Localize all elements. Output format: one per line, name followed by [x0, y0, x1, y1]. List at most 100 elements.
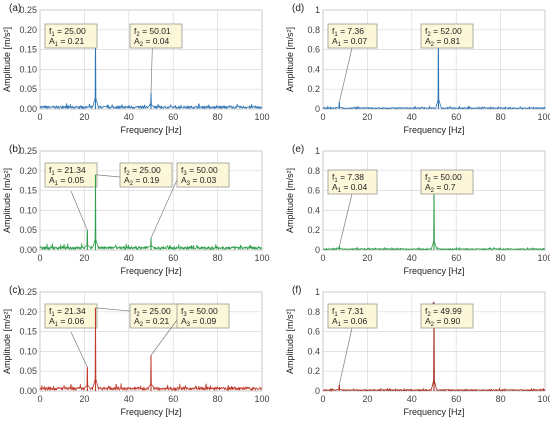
- amplitude-symbol: A: [332, 36, 338, 46]
- panel-label: (a): [9, 3, 21, 14]
- amplitude-value: = 0.21: [58, 36, 85, 46]
- y-tick-label: 0.25: [19, 146, 37, 156]
- x-axis-label: Frequency [Hz]: [120, 266, 181, 276]
- frequency-value: = 21.34: [55, 306, 86, 316]
- amplitude-value: = 0.7: [434, 182, 456, 192]
- amplitude-symbol: A: [49, 175, 55, 185]
- frequency-symbol: f: [332, 306, 335, 316]
- frequency-symbol: f: [425, 26, 428, 36]
- amplitude-value: = 0.06: [341, 316, 368, 326]
- frequency-value: = 7.36: [338, 26, 365, 36]
- y-tick-label: 0.00: [19, 104, 37, 114]
- amplitude-symbol: A: [124, 175, 130, 185]
- amplitude-subscript: 2: [140, 322, 144, 328]
- amplitude-value: = 0.09: [190, 316, 217, 326]
- peak-frequency-label: f2 = 52.00: [425, 26, 462, 38]
- peak-amplitude-label: A2 = 0.04: [134, 36, 170, 48]
- peak-amplitude-label: A1 = 0.05: [49, 175, 85, 187]
- amplitude-subscript: 2: [431, 322, 435, 328]
- y-tick-label: 0.10: [19, 205, 37, 215]
- x-tick-label: 60: [168, 253, 178, 263]
- frequency-value: = 7.38: [338, 172, 365, 182]
- callout-box: [420, 23, 474, 49]
- amplitude-subscript: 2: [431, 42, 435, 48]
- frequency-subscript: 2: [136, 32, 140, 38]
- y-tick-label: 0.15: [19, 327, 37, 337]
- y-tick-label: 0.8: [307, 25, 320, 35]
- x-tick-label: 100: [254, 394, 269, 404]
- y-tick-label: 0.8: [307, 307, 320, 317]
- amplitude-value: = 0.90: [434, 316, 461, 326]
- y-tick-label: 0.20: [19, 25, 37, 35]
- x-tick-label: 20: [79, 112, 89, 122]
- amplitude-subscript: 1: [55, 42, 59, 48]
- peak-frequency-label: f1 = 7.31: [332, 306, 364, 318]
- amplitude-value: = 0.03: [190, 175, 217, 185]
- amplitude-subscript: 1: [55, 181, 59, 187]
- amplitude-symbol: A: [332, 182, 338, 192]
- y-tick-label: 0.00: [19, 386, 37, 396]
- frequency-value: = 21.34: [55, 165, 86, 175]
- amplitude-symbol: A: [425, 182, 431, 192]
- chart-panel: 0 20 40 60 80 100 0 0.2 0.4 0.6 0.8 1 Frequency [Hz]…: [285, 144, 550, 276]
- x-tick-label: 80: [496, 112, 506, 122]
- amplitude-symbol: A: [181, 175, 187, 185]
- frequency-symbol: f: [332, 26, 335, 36]
- callout-box: [327, 303, 378, 329]
- frequency-symbol: f: [49, 26, 52, 36]
- amplitude-symbol: A: [49, 36, 55, 46]
- x-tick-label: 80: [213, 253, 223, 263]
- x-tick-label: 40: [407, 253, 417, 263]
- peak-amplitude-label: A1 = 0.21: [49, 36, 85, 48]
- y-tick-label: 0.15: [19, 45, 37, 55]
- peak-amplitude-label: A2 = 0.90: [425, 316, 461, 328]
- amplitude-symbol: A: [425, 36, 431, 46]
- y-tick-label: 0.2: [307, 225, 320, 235]
- chart-panel: 0 20 40 60 80 100 0.00 0.05 0.10 0.15 0.20 0.25 Freq…: [2, 144, 270, 276]
- y-tick-label: 0.4: [307, 346, 320, 356]
- x-tick-label: 40: [407, 112, 417, 122]
- amplitude-subscript: 1: [338, 42, 342, 48]
- x-tick-label: 0: [320, 253, 325, 263]
- amplitude-value: = 0.81: [434, 36, 461, 46]
- amplitude-subscript: 2: [130, 181, 134, 187]
- y-tick-label: 0.4: [307, 205, 320, 215]
- frequency-subscript: 1: [334, 32, 338, 38]
- peak-frequency-label: f2 = 49.99: [425, 306, 462, 318]
- amplitude-value: = 0.07: [341, 36, 368, 46]
- y-axis-label: Amplitude [m/s²]: [2, 309, 12, 374]
- peak-frequency-label: f3 = 50.00: [181, 165, 218, 177]
- x-tick-label: 20: [79, 394, 89, 404]
- y-tick-label: 1: [315, 146, 320, 156]
- chart-panel: 0 20 40 60 80 100 0 0.2 0.4 0.6 0.8 1 Frequency [Hz]…: [285, 3, 550, 135]
- frequency-symbol: f: [425, 306, 428, 316]
- y-tick-label: 0: [315, 386, 320, 396]
- frequency-subscript: 1: [51, 312, 55, 318]
- amplitude-subscript: 2: [140, 42, 144, 48]
- amplitude-subscript: 1: [338, 322, 342, 328]
- frequency-subscript: 1: [334, 312, 338, 318]
- x-tick-label: 80: [213, 394, 223, 404]
- amplitude-subscript: 3: [187, 181, 191, 187]
- x-tick-label: 0: [37, 253, 42, 263]
- peak-amplitude-label: A2 = 0.7: [425, 182, 456, 194]
- callout-box: [420, 169, 474, 195]
- frequency-value: = 25.00: [130, 165, 161, 175]
- frequency-subscript: 1: [51, 171, 55, 177]
- y-tick-label: 0.8: [307, 166, 320, 176]
- peak-amplitude-label: A1 = 0.06: [49, 316, 85, 328]
- x-tick-label: 100: [537, 394, 550, 404]
- y-axis-label: Amplitude [m/s²]: [285, 27, 295, 92]
- x-tick-label: 60: [451, 253, 461, 263]
- x-tick-label: 20: [79, 253, 89, 263]
- peak-amplitude-label: A3 = 0.03: [181, 175, 217, 187]
- callout-leader: [70, 190, 88, 231]
- amplitude-symbol: A: [134, 36, 140, 46]
- frequency-symbol: f: [134, 306, 137, 316]
- callout-leader: [339, 193, 353, 247]
- frequency-subscript: 2: [136, 312, 140, 318]
- frequency-symbol: f: [134, 26, 137, 36]
- x-tick-label: 40: [124, 112, 134, 122]
- amplitude-symbol: A: [425, 316, 431, 326]
